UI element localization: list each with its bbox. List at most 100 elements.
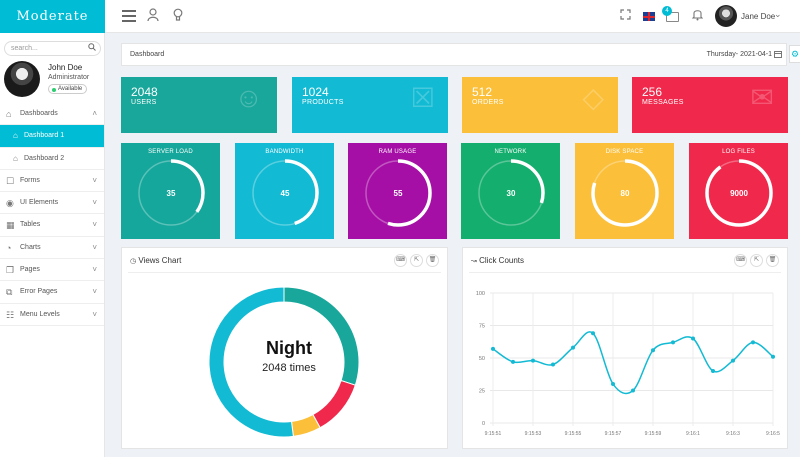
- search-input[interactable]: search...: [4, 41, 101, 56]
- status-badge: Available: [48, 84, 88, 94]
- stat-label: USERS: [131, 99, 157, 106]
- sidebar-item-label: Error Pages: [20, 288, 58, 296]
- layers-icon: ❐: [6, 265, 15, 276]
- data-point-9: [671, 340, 675, 345]
- gauge-ring: 80: [591, 159, 659, 227]
- data-point-12: [731, 358, 735, 363]
- breadcrumb: Dashboard Thursday- 2021-04-1: [121, 43, 787, 66]
- keyboard-icon[interactable]: ⌨: [394, 254, 407, 267]
- sidebar-item-dashboard-1[interactable]: ⌂ Dashboard 1: [0, 125, 104, 148]
- views-chart-panel: ◷ Views Chart ⌨ ⇱ 🗑: [121, 247, 448, 449]
- header-user-name[interactable]: Jane Doe: [741, 12, 776, 21]
- sidebar-item-dashboard-2[interactable]: ⌂ Dashboard 2: [0, 148, 104, 170]
- calendar-icon[interactable]: [774, 50, 782, 60]
- sidebar-item-forms[interactable]: ☐ Forms ˅: [0, 170, 104, 193]
- gauge-ring: 45: [251, 159, 319, 227]
- settings-gear-icon[interactable]: ⚙: [789, 45, 800, 63]
- stat-card-users[interactable]: 2048 USERS ☺: [121, 77, 277, 133]
- chevron-down-icon: ˅: [92, 265, 97, 275]
- bell-icon[interactable]: [691, 8, 704, 25]
- header-avatar[interactable]: [715, 5, 737, 27]
- gauge-value: 30: [507, 189, 516, 198]
- donut-center-value: 2048 times: [262, 362, 316, 374]
- profile-role: Administrator: [48, 74, 90, 81]
- search-icon[interactable]: [88, 43, 795, 53]
- sidebar-item-error-pages[interactable]: ⧉ Error Pages ˅: [0, 281, 104, 304]
- sidebar-item-dashboards[interactable]: ⌂ Dashboards ˄: [0, 103, 104, 126]
- sidebar-item-pages[interactable]: ❐ Pages ˅: [0, 259, 104, 282]
- bulb-icon[interactable]: [173, 8, 183, 26]
- sidebar-item-label: Dashboards: [20, 110, 58, 117]
- stat-card-products[interactable]: 1024 PRODUCTS ⮽: [292, 77, 448, 133]
- x-tick-label: 9:15:59: [645, 431, 662, 437]
- forms-icon: ☐: [6, 175, 15, 186]
- sitemap-icon: ☷: [6, 309, 15, 320]
- profile-avatar: [4, 61, 40, 97]
- y-tick-label: 25: [479, 389, 485, 395]
- gauge-fill: [251, 159, 319, 227]
- line-chart-icon: ↝: [471, 258, 477, 265]
- fullscreen-icon[interactable]: [620, 8, 631, 24]
- sidebar-item-tables[interactable]: ▦ Tables ˅: [0, 214, 104, 237]
- top-header: 4 Jane Doe ⌄: [105, 0, 800, 33]
- expand-icon[interactable]: ⇱: [410, 254, 423, 267]
- chevron-down-icon: ˅: [92, 198, 97, 208]
- user-icon[interactable]: [147, 8, 159, 22]
- gauge-label: NETWORK: [494, 149, 527, 155]
- x-tick-label: 9:16:3: [726, 431, 740, 437]
- gauge-ring: 35: [137, 159, 205, 227]
- hamburger-icon[interactable]: [122, 10, 136, 22]
- home-icon: ⌂: [13, 153, 18, 163]
- stat-card-orders[interactable]: 512 ORDERS ◇: [462, 77, 618, 133]
- gauge-value: 80: [621, 189, 630, 198]
- brand-logo[interactable]: Moderate: [0, 0, 105, 33]
- data-point-3: [551, 362, 555, 367]
- click-counts-title: ↝ Click Counts: [471, 256, 524, 265]
- click-counts-line-chart: 0 25 50 75 100 9:15:51 9:15:53 9:15:55 9:15:57 9:…: [476, 291, 780, 437]
- users-icon: ☺: [234, 82, 263, 113]
- x-tick-label: 9:16:5: [766, 431, 780, 437]
- sidebar-item-label: Forms: [20, 176, 40, 184]
- sidebar-item-label: Charts: [20, 243, 41, 251]
- data-point-6: [611, 382, 615, 386]
- sidebar-item-label: Dashboard 1: [24, 132, 65, 140]
- chevron-down-icon: ˅: [92, 175, 97, 185]
- chevron-down-icon: ˅: [92, 242, 97, 252]
- chevron-up-icon: ˄: [92, 109, 97, 118]
- donut-center-label: Night: [266, 338, 312, 358]
- stat-card-messages[interactable]: 256 MESSAGES ✉: [632, 77, 788, 133]
- gauge-label: LOG FILES: [722, 149, 755, 155]
- profile-name: John Doe: [48, 63, 83, 72]
- gift-icon: ⮽: [411, 82, 434, 113]
- sidebar-item-charts[interactable]: ◔ Charts ˅: [0, 237, 104, 260]
- views-chart-title: ◷ Views Chart: [130, 256, 181, 265]
- x-tick-label: 9:15:55: [565, 431, 582, 437]
- pie-icon: ◷: [130, 258, 137, 265]
- stat-value: 1024: [302, 85, 329, 99]
- y-tick-label: 100: [476, 291, 485, 297]
- gauge-label: SERVER LOAD: [148, 149, 193, 155]
- trash-icon[interactable]: 🗑: [426, 254, 439, 267]
- sidebar-item-label: Pages: [20, 266, 40, 274]
- sidebar-item-menu-levels[interactable]: ☷ Menu Levels ˅: [0, 304, 104, 326]
- expand-icon[interactable]: ⇱: [750, 254, 763, 267]
- donut-slice-3: [208, 286, 294, 438]
- chevron-down-icon[interactable]: ⌄: [774, 9, 782, 19]
- flag-uk-icon[interactable]: [643, 12, 655, 21]
- donut-slice-1: [312, 379, 356, 429]
- mail-icon[interactable]: [666, 12, 679, 22]
- gauge-label: DISK SPACE: [605, 149, 644, 155]
- data-point-2: [531, 358, 535, 363]
- mail-badge: 4: [662, 6, 672, 16]
- error-icon: ⧉: [6, 287, 13, 298]
- gauge-value: 55: [394, 189, 403, 198]
- views-chart-title-text: Views Chart: [138, 256, 182, 265]
- chevron-down-icon: ˅: [92, 309, 97, 319]
- eye-icon: ◉: [6, 198, 14, 209]
- sidebar-item-ui-elements[interactable]: ◉ UI Elements ˅: [0, 192, 104, 215]
- gauge-card-server-load: SERVER LOAD 35: [121, 143, 220, 239]
- trash-icon[interactable]: 🗑: [766, 254, 779, 267]
- gauge-value: 45: [281, 189, 290, 198]
- keyboard-icon[interactable]: ⌨: [734, 254, 747, 267]
- data-point-13: [751, 340, 755, 345]
